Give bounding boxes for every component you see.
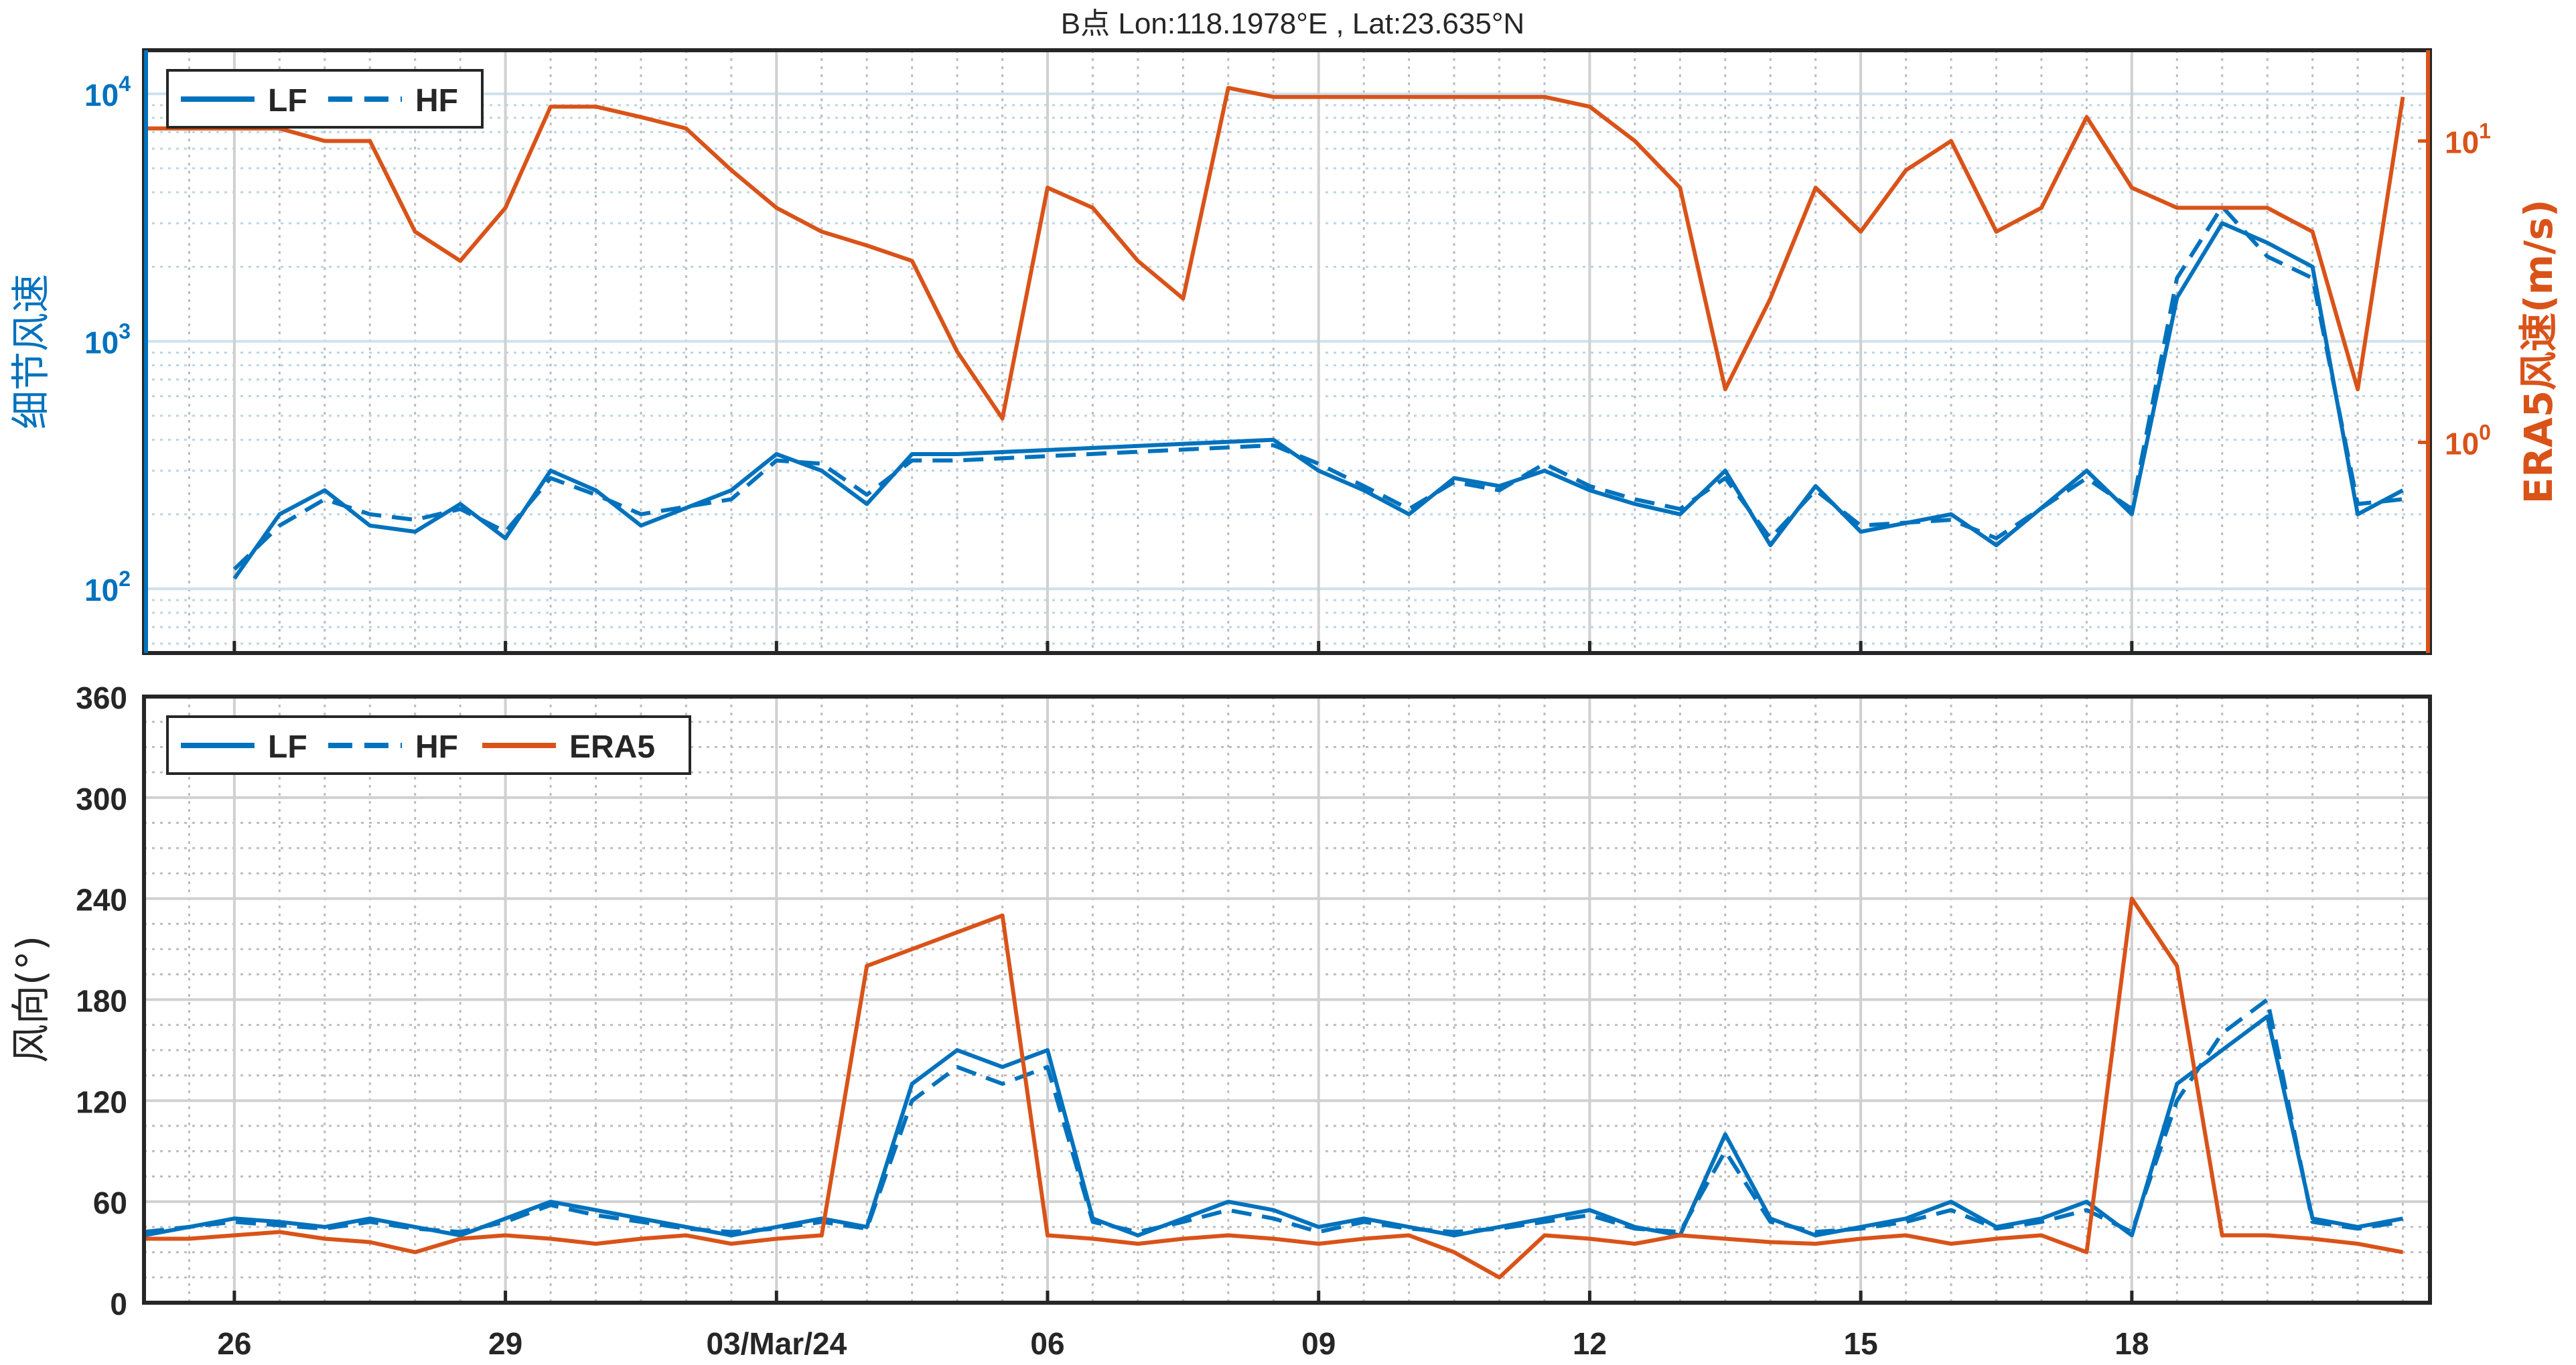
legend2-label-hf: HF [415, 729, 458, 765]
bottom-xtick-label: 15 [1844, 1326, 1878, 1361]
bottom-ytick-label: 60 [93, 1186, 127, 1220]
bottom-ytick-label: 0 [110, 1287, 127, 1321]
bottom-series-hf [143, 997, 2403, 1234]
legend-label-lf: LF [268, 83, 307, 119]
bottom-ytick-label: 180 [76, 984, 127, 1019]
bottom-ytick-label: 300 [76, 782, 127, 816]
bottom-ytick-label: 120 [76, 1084, 127, 1119]
bottom-xtick-label: 26 [217, 1326, 251, 1361]
bottom-ytick-label: 360 [76, 680, 127, 715]
top-series-group [144, 86, 2405, 580]
bottom-legend: LF HF ERA5 [166, 715, 691, 775]
bottom-ytick-label: 240 [76, 883, 127, 918]
bottom-panel: 0 60 120 180 240 300 360 26 29 03/Mar/24 06 09 12 15… [8, 680, 2432, 1361]
bottom-series-group [143, 896, 2404, 1280]
bottom-y-label: 风向(°) [8, 936, 54, 1063]
legend2-label-era5: ERA5 [569, 729, 655, 765]
legend-label-hf: HF [415, 83, 458, 119]
bottom-series-era5 [144, 896, 2404, 1280]
top-y-label-left: 细节风速 [8, 274, 54, 429]
bottom-xtick-label: 18 [2115, 1326, 2149, 1361]
bottom-xtick-label: 06 [1030, 1326, 1064, 1361]
top-y-label-right: ERA5风速(m/s) [2516, 200, 2561, 504]
bottom-xtick-label: 03/Mar/24 [706, 1326, 847, 1361]
bottom-series-lf [143, 1014, 2404, 1238]
chart-title: B点 Lon:118.1978°E , Lat:23.635°N [1061, 7, 1524, 40]
bottom-xtick-label: 29 [488, 1326, 522, 1361]
legend2-label-lf: LF [268, 729, 307, 765]
bottom-xtick-label: 12 [1573, 1326, 1607, 1361]
top-legend: LF HF [166, 69, 484, 129]
top-series-era5 [144, 86, 2405, 421]
bottom-xtick-label: 09 [1301, 1326, 1336, 1361]
top-series-hf [232, 204, 2403, 571]
